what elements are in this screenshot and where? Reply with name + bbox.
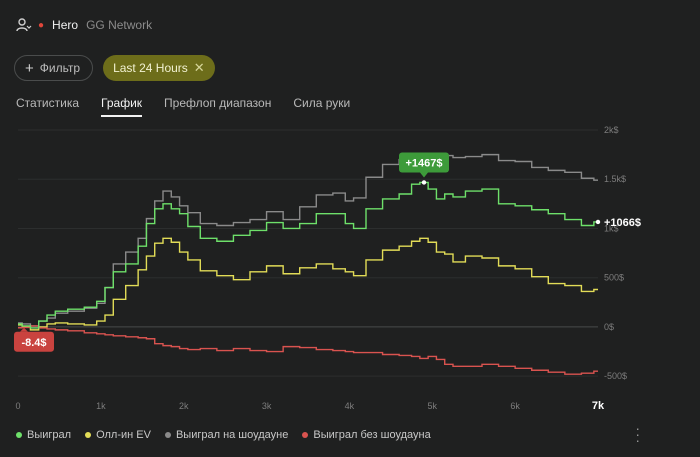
allin-ev-line — [18, 237, 598, 331]
no-showdown-line — [18, 325, 598, 375]
more-options-icon[interactable]: · · · — [635, 420, 640, 448]
x-tick-label-6: 6k — [510, 401, 520, 411]
close-icon[interactable]: ✕ — [193, 60, 205, 75]
low-badge — [14, 331, 54, 352]
tab-statistics[interactable]: Статистика — [16, 96, 80, 110]
legend-label-won: Выиграл — [27, 429, 72, 441]
player-header: ● Hero GG Network — [16, 14, 152, 36]
network-name: GG Network — [86, 18, 153, 32]
tab-preflop-range[interactable]: Префлоп диапазон — [164, 96, 272, 110]
end-marker — [595, 219, 601, 225]
legend-dot-allin-ev — [85, 432, 92, 438]
x-tick-label-5: 5k — [428, 401, 438, 411]
y-tick-label-2: 1k$ — [604, 223, 619, 233]
plus-icon: + — [25, 59, 34, 77]
filter-label: Фильтр — [39, 61, 81, 75]
legend-label-allin-ev: Олл-ин EV — [96, 429, 151, 441]
y-tick-label-4: 0$ — [604, 322, 614, 332]
legend-dot-won — [16, 432, 22, 438]
y-tick-label-1: 1.5k$ — [604, 174, 626, 184]
x-tick-label-4: 4k — [345, 401, 355, 411]
tab-bar: Статистика График Префлоп диапазон Сила … — [16, 96, 350, 117]
y-tick-label-0: 2k$ — [604, 125, 619, 135]
filter-bar: + Фильтр Last 24 Hours ✕ — [14, 55, 215, 81]
legend-dot-showdown — [164, 432, 171, 438]
legend-label-showdown: Выиграл на шоудауне — [175, 429, 289, 441]
legend-item-showdown[interactable]: Выиграл на шоудауне — [164, 429, 289, 441]
legend-item-allin-ev[interactable]: Олл-ин EV — [85, 429, 151, 441]
filter-button[interactable]: + Фильтр — [14, 55, 94, 81]
low-badge-pointer — [20, 327, 28, 332]
peak-badge-label: +1467$ — [405, 157, 442, 169]
x-tick-label-2: 2k — [179, 401, 189, 411]
users-icon[interactable] — [16, 17, 32, 33]
chart-legend: Выиграл Олл-ин EV Выиграл на шоудауне Вы… — [16, 429, 431, 441]
time-range-label: Last 24 Hours — [113, 61, 188, 75]
profit-chart: 2k$ 1.5k$ 1k$ 500$ 0$ -500$ 0 1k 2k 3k 4k 5k 6k 7k +14… — [14, 125, 641, 412]
y-tick-label-3: 500$ — [604, 273, 624, 283]
time-range-chip[interactable]: Last 24 Hours ✕ — [103, 55, 215, 81]
peak-badge — [399, 152, 449, 173]
status-dot-icon: ● — [38, 19, 45, 31]
tab-graph[interactable]: График — [101, 96, 143, 117]
legend-dot-no-showdown — [302, 432, 309, 438]
x-tick-label-3: 3k — [262, 401, 272, 411]
legend-label-no-showdown: Выиграл без шоудауна — [313, 429, 431, 441]
tab-hand-strength[interactable]: Сила руки — [293, 96, 351, 110]
legend-item-won[interactable]: Выиграл — [16, 429, 71, 441]
won-line — [18, 181, 598, 329]
peak-badge-pointer — [420, 172, 428, 178]
showdown-line — [18, 153, 598, 327]
low-badge-label: -8.4$ — [21, 337, 46, 349]
x-tick-label-7: 7k — [592, 400, 605, 412]
x-tick-label-0: 0 — [15, 401, 20, 411]
player-name: Hero — [52, 18, 79, 32]
x-tick-label-1: 1k — [96, 401, 106, 411]
peak-marker — [421, 180, 427, 185]
end-value-label: +1066$ — [604, 217, 641, 229]
legend-item-no-showdown[interactable]: Выиграл без шоудауна — [302, 429, 431, 441]
y-tick-label-5: -500$ — [604, 371, 627, 381]
